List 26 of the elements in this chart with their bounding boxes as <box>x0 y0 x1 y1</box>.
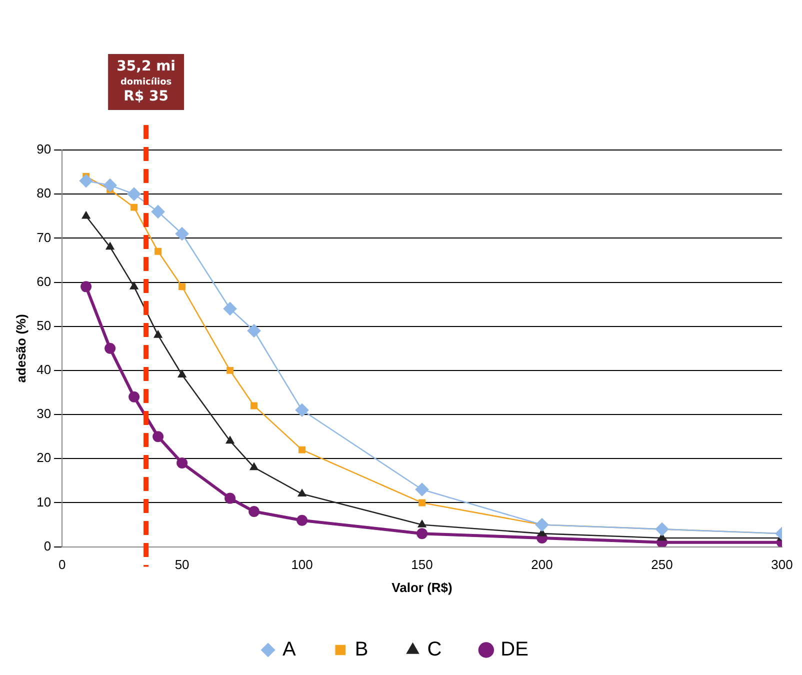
x-tick-label: 100 <box>291 557 313 572</box>
x-tick-label: 50 <box>174 557 190 572</box>
ref-line-label: R$ 35 <box>124 88 168 105</box>
text: 35,2 mi <box>116 58 176 75</box>
y-tick-label: 70 <box>36 230 52 245</box>
y-tick-label: 10 <box>36 494 52 510</box>
x-axis-title: Valor (R$) <box>392 580 452 595</box>
x-tick-label: 0 <box>58 557 66 572</box>
legend-label: B <box>354 638 368 661</box>
y-axis-title: adesão (%) <box>13 314 28 383</box>
y-tick-label: 40 <box>36 362 52 378</box>
y-tick-label: 80 <box>36 186 52 201</box>
x-tick-label: 250 <box>651 557 673 572</box>
legend-label: DE <box>500 638 528 661</box>
y-tick-label: 30 <box>36 406 52 422</box>
y-tick-label: 20 <box>36 450 52 466</box>
text: domicílios <box>120 76 172 88</box>
y-tick-label: 90 <box>36 142 52 157</box>
x-tick-label: 300 <box>771 557 793 572</box>
y-tick-label: 0 <box>44 538 52 554</box>
legend-label: A <box>282 638 297 661</box>
y-tick-label: 50 <box>36 318 52 333</box>
legend-label: C <box>427 638 442 661</box>
y-tick-label: 60 <box>36 274 52 289</box>
x-tick-label: 200 <box>531 557 553 572</box>
x-tick-label: 150 <box>411 557 433 572</box>
